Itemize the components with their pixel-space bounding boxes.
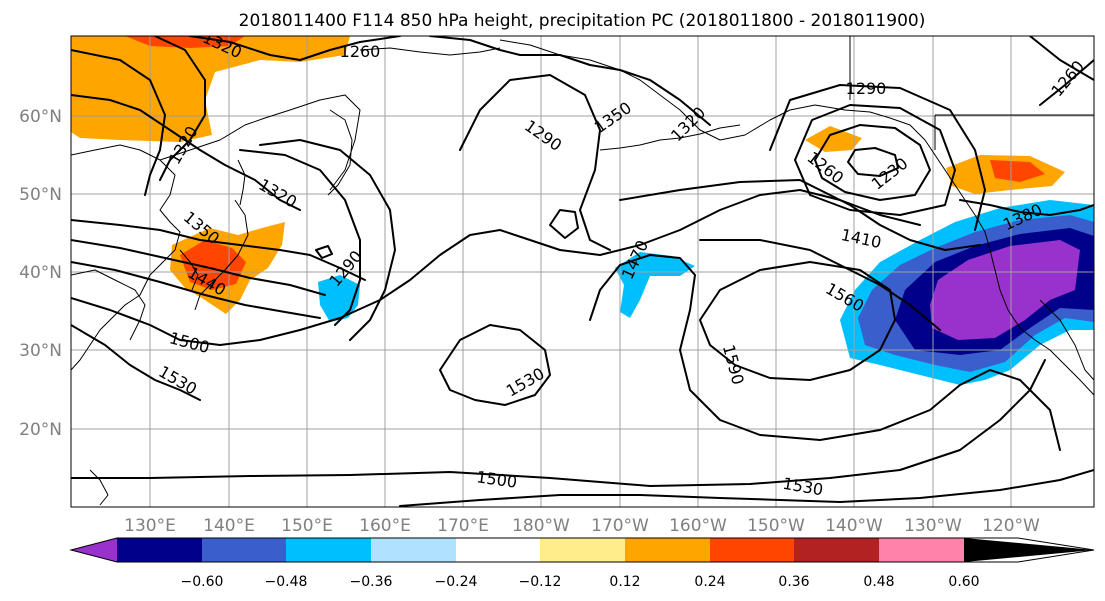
precip-pos-region-gulf-alaska [805, 126, 862, 152]
coastline-kamchatka [327, 109, 353, 196]
colorbar-swatch [286, 538, 371, 562]
colorbar-tick-label: −0.60 [181, 574, 224, 590]
colorbar: −0.60 −0.48 −0.36 −0.24 −0.12 0.12 0.24 … [69, 537, 1095, 590]
contour-1320-west [71, 49, 166, 196]
lon-tick-label: 140°W [825, 516, 883, 536]
lon-tick-label: 160°W [669, 516, 727, 536]
coastline-asia [71, 144, 181, 371]
coastline-philippines [89, 469, 109, 506]
colorbar-swatch [625, 538, 710, 562]
lon-tick-label: 150°W [747, 516, 805, 536]
contour-1260-top [189, 36, 401, 61]
lat-tick-label: 50°N [19, 185, 62, 205]
colorbar-outline [69, 537, 1095, 563]
contour-1500-west [71, 189, 921, 346]
coastline-siberia [159, 94, 361, 191]
coastline-chukotka [359, 47, 501, 56]
colorbar-tick-label: −0.12 [519, 574, 562, 590]
contour-ridge-1 [71, 219, 366, 281]
contour-1380-bc [959, 199, 1094, 216]
colorbar-swatch [710, 538, 794, 562]
lon-tick-labels: 130°E 140°E 150°E 160°E 170°E 180°W 170°… [124, 516, 1040, 536]
coastline-canada [849, 36, 1094, 150]
lat-tick-label: 20°N [19, 420, 62, 440]
contour-1290-central [459, 74, 611, 251]
contour-low-central [549, 209, 579, 239]
contour-1560 [699, 239, 941, 331]
colorbar-swatch [540, 538, 625, 562]
colorbar-extend-high [964, 538, 1094, 562]
lon-tick-label: 130°W [904, 516, 962, 536]
colorbar-tick-label: 0.60 [948, 574, 979, 590]
contour-1530-west [71, 324, 201, 401]
colorbar-tick-label: −0.24 [435, 574, 478, 590]
lat-tick-label: 40°N [19, 263, 62, 283]
contour-1260-gulf [794, 104, 956, 216]
lon-tick-label: 170°E [437, 516, 489, 536]
map-panel: 1260 1290 1350 1320 1290 1260 1230 1320 … [71, 36, 1094, 507]
contour-1530-long [589, 254, 1061, 451]
contour-1500-south [71, 359, 1046, 487]
coastline-west-coast-na [974, 214, 1094, 396]
height-contours [71, 36, 1094, 507]
lon-tick-label: 170°W [591, 516, 649, 536]
coastline-mexico [1039, 299, 1094, 381]
contour-1290-kamchatka [154, 36, 206, 181]
contour-ridge-2 [71, 239, 326, 296]
coastline-sakhalin [237, 159, 246, 206]
coastline-aleutians [599, 124, 741, 151]
precip-negative-shading [318, 200, 1094, 385]
lon-tick-label: 130°E [124, 516, 176, 536]
colorbar-tick-label: 0.36 [778, 574, 809, 590]
map-frame [70, 35, 1095, 508]
precip-neg-region-central-pacific [615, 252, 695, 318]
lon-tick-label: 150°E [281, 516, 333, 536]
contour-1320-upper-right [1029, 36, 1094, 81]
contour-1260-upper-right [1039, 59, 1094, 106]
contour-trough-1 [259, 139, 396, 341]
colorbar-tick-label: 0.24 [694, 574, 725, 590]
lon-tick-label: 140°E [203, 516, 255, 536]
coastline-china [71, 269, 146, 341]
coastline-korea [179, 249, 199, 291]
contour-high-mid [439, 324, 551, 406]
colorbar-tick-label: −0.48 [265, 574, 308, 590]
contour-low-gulf [847, 147, 899, 177]
colorbar-swatch [371, 538, 456, 562]
contour-1530-south [399, 469, 1094, 507]
lon-tick-label: 160°E [359, 516, 411, 536]
colorbar-swatch [794, 538, 879, 562]
colorbar-swatch [879, 538, 964, 562]
lat-tick-labels: 60°N 50°N 40°N 30°N 20°N [19, 107, 62, 440]
colorbar-tick-label: 0.48 [863, 574, 894, 590]
colorbar-swatch [117, 538, 202, 562]
map-title: 2018011400 F114 850 hPa height, precipit… [239, 11, 926, 31]
colorbar-swatch [202, 538, 286, 562]
lat-tick-label: 60°N [19, 107, 62, 127]
contour-1410 [619, 179, 981, 251]
colorbar-swatch [456, 538, 540, 562]
colorbar-extend-low [71, 538, 117, 562]
contour-label: 1290 [846, 79, 887, 98]
lon-tick-label: 120°W [982, 516, 1040, 536]
colorbar-tick-label: −0.36 [350, 574, 393, 590]
lon-tick-label: 180°W [512, 516, 570, 536]
precip-pos-core-bc [990, 160, 1045, 182]
contour-1320-siberia [71, 94, 301, 211]
contour-high-east [699, 261, 896, 381]
lat-tick-label: 30°N [19, 341, 62, 361]
contour-ridge-3 [71, 261, 321, 319]
precip-neg-core-purple [930, 240, 1080, 340]
contour-small-low-west [315, 245, 333, 259]
contour-1230-gulf [814, 124, 931, 201]
contour-1350-east [429, 36, 711, 126]
contour-trough-2 [239, 149, 361, 326]
contour-label: 1260 [340, 42, 381, 61]
colorbar-tick-label: 0.12 [609, 574, 640, 590]
contour-1290-gulf [769, 84, 986, 231]
